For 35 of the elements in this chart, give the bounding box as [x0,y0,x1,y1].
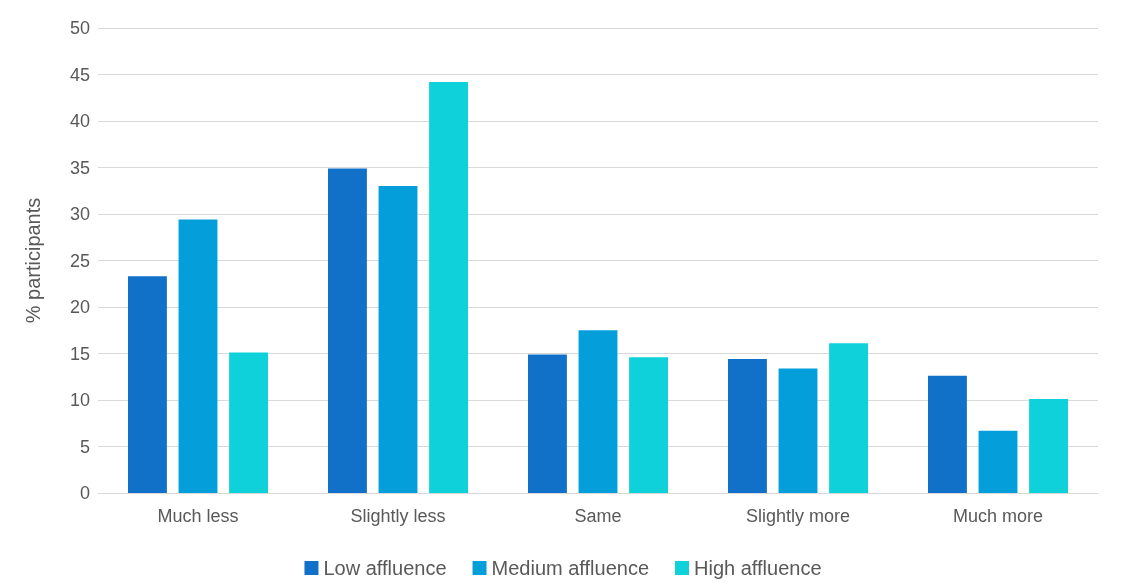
y-tick-label: 15 [69,343,90,364]
y-tick-label: 5 [79,436,90,457]
bar [978,430,1018,493]
x-tick-label: Slightly more [745,506,851,526]
x-tick-label: Much more [952,506,1044,526]
bar [378,186,418,493]
x-tick-label: Slightly less [350,506,446,526]
bar [328,168,367,493]
y-tick-label: 45 [69,64,90,85]
y-tick-label: 50 [69,18,90,38]
y-tick-label: 35 [69,157,90,178]
bar [928,375,967,493]
bar [1029,399,1068,493]
bar [229,352,268,493]
y-tick-label: 10 [69,390,90,410]
y-axis-title: % participants [22,197,44,324]
bar [128,276,167,493]
bar [778,368,818,493]
bar [629,357,668,493]
bar [728,359,767,493]
y-tick-label: 0 [79,483,90,503]
bar [429,81,468,493]
y-tick-label: 40 [69,111,90,131]
bar [829,343,868,493]
y-tick-label: 20 [69,297,90,317]
legend-label: High affluence [694,557,822,579]
x-tick-label: Same [574,506,622,526]
legend-label: Low affluence [323,557,447,579]
legend-label: Medium affluence [491,557,650,579]
bar [528,354,567,493]
x-tick-label: Much less [157,506,239,526]
y-tick-label: 25 [69,250,90,271]
y-tick-label: 30 [69,204,90,224]
bar [178,219,218,493]
bar [578,330,618,493]
